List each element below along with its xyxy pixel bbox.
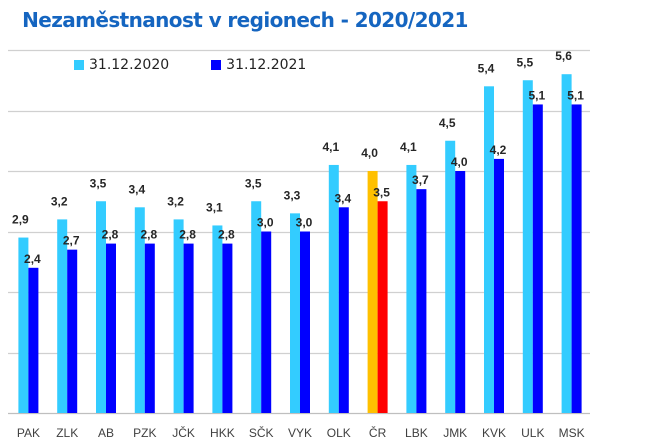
data-label: 5,1 (567, 88, 584, 102)
data-label: 4,0 (451, 155, 468, 169)
bar-2020-JMK (445, 140, 456, 413)
bar-2020-JČK (173, 219, 184, 413)
bar-2020-AB (96, 201, 106, 413)
bar-2020-ČR (367, 171, 378, 413)
data-label: 3,5 (90, 176, 107, 190)
x-tick-label: AB (98, 426, 114, 440)
x-tick-label: ULK (521, 426, 544, 440)
bar-2021-ČR (377, 201, 388, 413)
bar-2021-PAK (28, 267, 39, 413)
bar-2021-HKK (222, 243, 233, 413)
data-label: 2,8 (140, 228, 157, 242)
bar-2021-AB (106, 243, 116, 413)
data-label: 5,1 (528, 88, 545, 102)
legend-swatch-2020 (74, 60, 84, 70)
bar-2020-VYK (290, 213, 300, 413)
x-tick-label: OLK (327, 426, 351, 440)
data-label: 2,9 (12, 213, 29, 227)
data-label: 4,2 (490, 143, 507, 157)
chart-title: Nezaměstnanost v regionech - 2020/2021 (22, 8, 468, 32)
x-tick-label: KVK (482, 426, 506, 440)
data-label: 2,8 (179, 228, 196, 242)
bar-2021-SČK (261, 231, 272, 413)
data-label: 3,2 (167, 194, 184, 208)
x-tick-label: HKK (210, 426, 235, 440)
bar-2020-LBK (406, 164, 417, 413)
bar-2021-PZK (144, 243, 155, 413)
data-label: 2,8 (218, 228, 235, 242)
legend-swatch-2021 (211, 60, 222, 70)
bar-2020-ULK (522, 80, 533, 413)
x-tick-label: SČK (249, 425, 274, 440)
data-label: 3,5 (245, 176, 262, 190)
data-label: 3,5 (373, 185, 390, 199)
x-tick-label: JČK (172, 425, 195, 440)
legend-label-2020: 31.12.2020 (89, 57, 170, 73)
bar-2020-PAK (18, 237, 29, 413)
data-label: 3,4 (334, 191, 351, 205)
data-label: 3,2 (51, 194, 68, 208)
data-label: 3,1 (206, 200, 223, 214)
bar-2021-JMK (455, 171, 466, 413)
bar-2021-OLK (338, 207, 349, 413)
data-label: 3,3 (284, 188, 301, 202)
bar-2020-HKK (212, 225, 223, 413)
bar-2020-MSK (561, 74, 572, 413)
bar-2021-ULK (532, 104, 543, 413)
data-label: 2,4 (24, 252, 41, 266)
data-label: 3,0 (257, 216, 274, 230)
x-tick-label: ZLK (56, 426, 78, 440)
legend-label-2021: 31.12.2021 (226, 57, 307, 73)
x-tick-label: ČR (369, 425, 387, 440)
data-label: 5,4 (478, 61, 495, 75)
x-tick-label: JMK (443, 426, 467, 440)
x-tick-label: VYK (288, 426, 312, 440)
bar-2021-KVK (494, 158, 504, 413)
bar-2020-OLK (328, 164, 339, 413)
legend-item-2020: 31.12.2020 (74, 57, 169, 73)
data-label: 4,5 (439, 116, 456, 130)
data-label: 4,0 (361, 146, 378, 160)
bar-2020-KVK (484, 86, 494, 414)
bar-2021-ZLK (67, 249, 78, 413)
x-tick-label: LBK (405, 426, 428, 440)
bar-2021-VYK (300, 231, 310, 413)
bar-2021-JČK (183, 243, 194, 413)
data-label: 3,4 (128, 182, 145, 196)
data-label: 3,7 (412, 173, 429, 187)
data-label: 4,1 (400, 140, 417, 154)
legend-item-2021: 31.12.2021 (211, 57, 306, 73)
x-tick-label: PZK (133, 426, 156, 440)
bar-2020-ZLK (57, 219, 68, 413)
legend: 31.12.2020 31.12.2021 (74, 57, 306, 73)
x-tick-label: PAK (17, 426, 40, 440)
data-label: 5,6 (555, 49, 572, 63)
data-label: 2,7 (63, 234, 80, 248)
bar-2021-LBK (416, 189, 427, 413)
data-label: 3,0 (296, 216, 313, 230)
data-label: 2,8 (102, 228, 119, 242)
x-tick-label: MSK (559, 426, 585, 440)
data-label: 4,1 (322, 140, 339, 154)
bar-2021-MSK (571, 104, 582, 413)
bar-2020-PZK (134, 207, 145, 413)
bar-2020-SČK (251, 201, 262, 413)
data-label: 5,5 (516, 55, 533, 69)
